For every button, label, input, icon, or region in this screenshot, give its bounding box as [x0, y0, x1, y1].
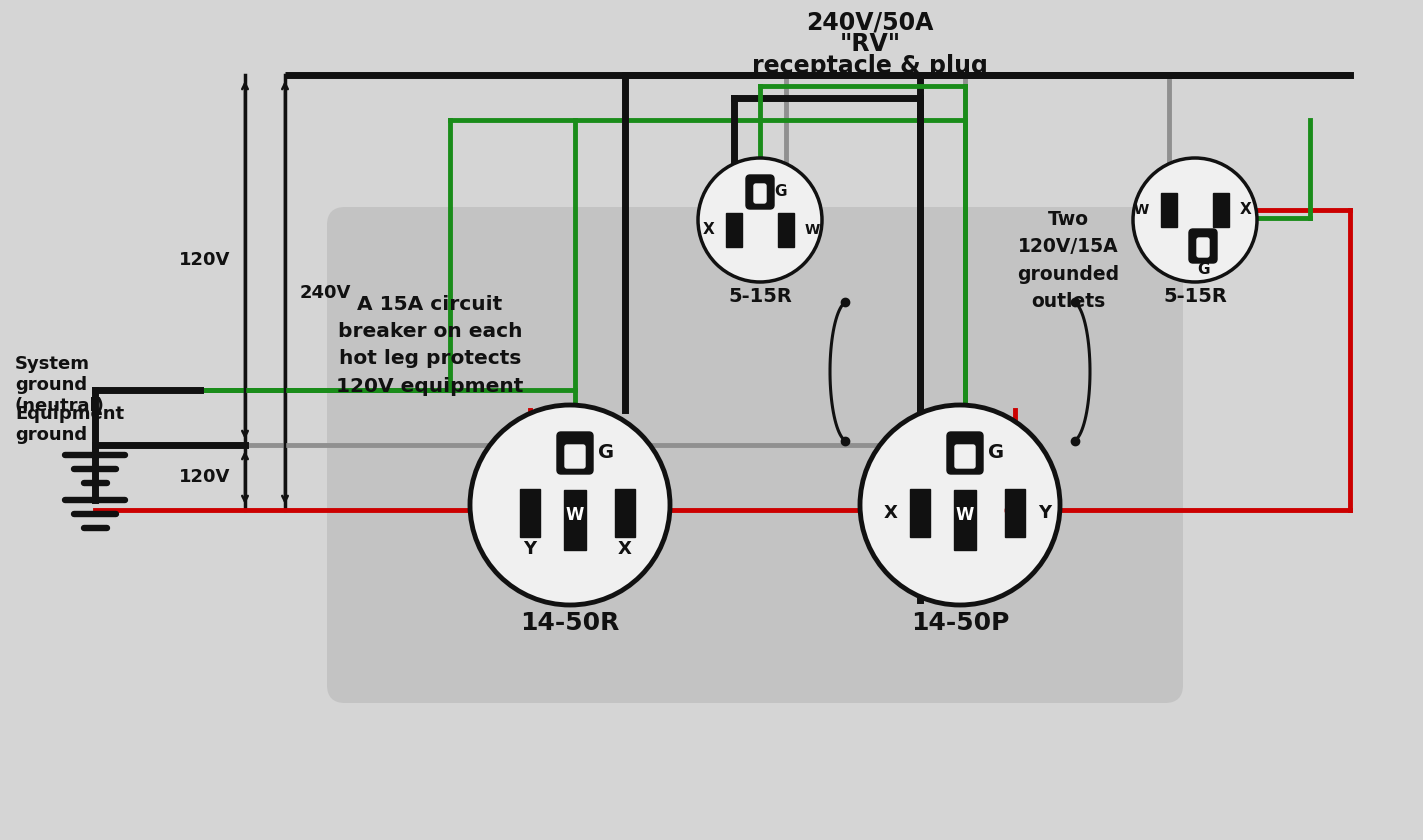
- Text: 14-50R: 14-50R: [521, 611, 619, 635]
- Text: Y: Y: [524, 540, 536, 558]
- Text: X: X: [1239, 202, 1252, 218]
- Text: W: W: [1134, 203, 1148, 217]
- Text: X: X: [884, 504, 898, 522]
- Text: W: W: [805, 223, 820, 237]
- Text: G: G: [988, 444, 1005, 463]
- Text: Two
120V/15A
grounded
outlets: Two 120V/15A grounded outlets: [1017, 210, 1118, 311]
- Text: 120V: 120V: [179, 251, 231, 269]
- FancyBboxPatch shape: [946, 432, 983, 474]
- Bar: [778, 213, 794, 247]
- Bar: [1005, 489, 1025, 537]
- Text: 14-50P: 14-50P: [911, 611, 1009, 635]
- Text: receptacle & plug: receptacle & plug: [753, 54, 988, 78]
- Bar: [1212, 193, 1229, 227]
- Text: W: W: [956, 506, 975, 524]
- Text: 240V: 240V: [300, 283, 351, 302]
- FancyBboxPatch shape: [1197, 238, 1210, 257]
- FancyBboxPatch shape: [565, 445, 585, 468]
- Text: X: X: [618, 540, 632, 558]
- Text: G: G: [1197, 262, 1210, 277]
- Circle shape: [859, 405, 1060, 605]
- Text: W: W: [566, 506, 585, 524]
- FancyBboxPatch shape: [327, 207, 1183, 703]
- Bar: [615, 489, 635, 537]
- FancyBboxPatch shape: [754, 184, 766, 203]
- Text: 5-15R: 5-15R: [729, 286, 793, 306]
- Circle shape: [699, 158, 822, 282]
- Text: 5-15R: 5-15R: [1163, 286, 1227, 306]
- FancyBboxPatch shape: [955, 445, 975, 468]
- Circle shape: [1133, 158, 1257, 282]
- Text: 120V: 120V: [179, 469, 231, 486]
- Bar: [564, 490, 586, 550]
- Circle shape: [470, 405, 670, 605]
- Bar: [519, 489, 539, 537]
- Bar: [726, 213, 741, 247]
- Text: G: G: [598, 444, 615, 463]
- Text: Equipment
ground: Equipment ground: [16, 405, 124, 444]
- FancyBboxPatch shape: [556, 432, 593, 474]
- Text: System
ground
(neutral): System ground (neutral): [16, 355, 105, 415]
- Text: Y: Y: [1037, 504, 1052, 522]
- Bar: [953, 490, 976, 550]
- Text: A 15A circuit
breaker on each
hot leg protects
120V equipment: A 15A circuit breaker on each hot leg pr…: [336, 295, 524, 396]
- FancyBboxPatch shape: [1190, 229, 1217, 263]
- Text: G: G: [774, 185, 787, 199]
- Text: 240V/50A: 240V/50A: [807, 10, 933, 34]
- Bar: [1161, 193, 1177, 227]
- Text: "RV": "RV": [840, 32, 901, 56]
- Bar: [909, 489, 931, 537]
- Text: X: X: [702, 223, 714, 238]
- FancyBboxPatch shape: [746, 175, 774, 209]
